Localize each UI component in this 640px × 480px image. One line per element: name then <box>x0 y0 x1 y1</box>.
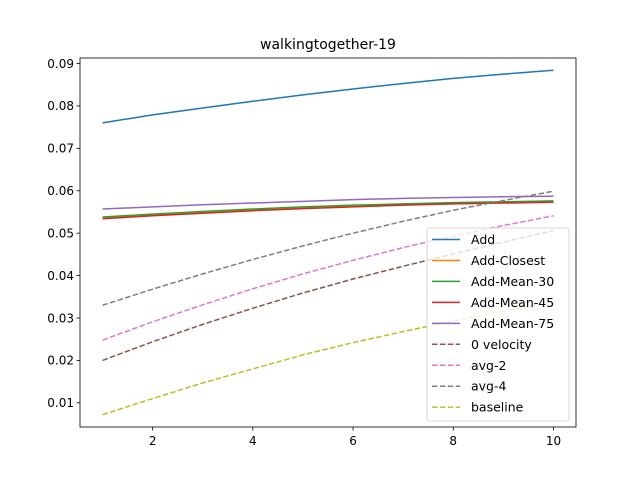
x-tick-label-0: 2 <box>149 434 157 448</box>
y-tick-label-4: 0.05 <box>47 226 74 240</box>
legend-label-0: Add <box>471 232 495 247</box>
legend-label-2: Add-Mean-30 <box>471 274 554 289</box>
x-tick-label-2: 6 <box>349 434 357 448</box>
legend-box <box>426 227 570 422</box>
y-tick-label-0: 0.01 <box>47 396 74 410</box>
plot-frame <box>79 57 577 428</box>
legend-label-7: avg-4 <box>471 379 507 394</box>
y-tick-label-5: 0.06 <box>47 184 74 198</box>
series-line-2 <box>102 200 554 218</box>
x-tick-label-1: 4 <box>249 434 257 448</box>
legend: Add Add-Closest Add-Mean-30 Add-Mean-45 Add-… <box>426 227 570 422</box>
legend-label-8: baseline <box>471 400 524 415</box>
series-line-7 <box>102 190 554 306</box>
x-tick-label-3: 8 <box>449 434 457 448</box>
y-tick-label-2: 0.03 <box>47 311 74 325</box>
legend-label-1: Add-Closest <box>471 253 545 268</box>
x-tick-label-4: 10 <box>546 434 561 448</box>
axes-layer: 2 4 6 8 10 0.01 0.02 0.03 0.04 0.05 0.06 0.07 0.08 0.… <box>47 57 561 448</box>
y-tick-label-8: 0.09 <box>47 57 74 71</box>
y-tick-label-1: 0.02 <box>47 354 74 368</box>
y-tick-label-7: 0.08 <box>47 99 74 113</box>
legend-label-6: avg-2 <box>471 358 506 373</box>
chart-title: walkingtogether-19 <box>260 37 396 53</box>
series-line-4 <box>102 195 554 210</box>
y-tick-label-6: 0.07 <box>47 142 74 156</box>
y-tick-label-3: 0.04 <box>47 269 74 283</box>
legend-label-5: 0 velocity <box>471 337 532 352</box>
series-line-0 <box>102 69 554 124</box>
legend-label-4: Add-Mean-75 <box>471 316 554 331</box>
series-line-3 <box>102 201 554 220</box>
legend-label-3: Add-Mean-45 <box>471 295 554 310</box>
